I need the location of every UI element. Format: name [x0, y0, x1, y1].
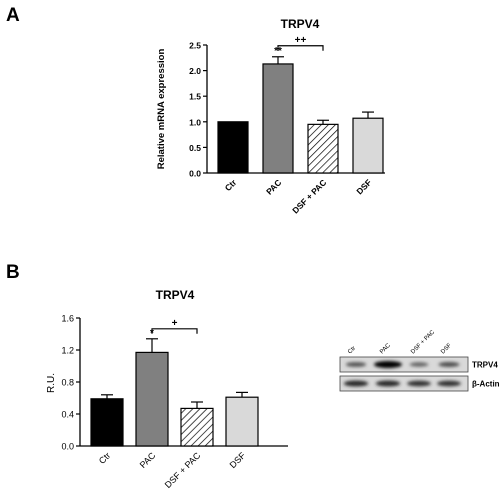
blot-band — [375, 380, 401, 387]
blot-band — [374, 361, 402, 368]
blot-band — [345, 362, 367, 367]
chart-b-y-axis-label: R.U. — [46, 373, 57, 393]
blot-row-label: β-Actin — [472, 380, 500, 389]
chart-b-bar — [90, 398, 124, 447]
chart-a-bar — [307, 123, 339, 174]
chart-a-comparison-bracket — [277, 45, 324, 51]
chart-panel-b: TRPV4 R.U. 0.0 0.4 0.8 1.2 1.6 Ctr PAC DSF + PA… — [46, 288, 288, 490]
blot-lane-label: Ctr — [347, 346, 357, 356]
panel-letter-a: A — [6, 5, 20, 26]
chart-b-category-label: PAC — [138, 450, 158, 470]
chart-b-bar — [180, 407, 214, 447]
chart-a-bar — [262, 63, 294, 174]
chart-b-y-tick-label: 0.4 — [61, 410, 74, 420]
blot-lane-label: DSF — [440, 342, 453, 355]
chart-a-y-tick-label: 1.0 — [189, 117, 201, 127]
blot-lane-label: DSF + PAC — [410, 329, 436, 355]
chart-b-comparison-bracket — [151, 328, 198, 334]
blot-band — [409, 362, 429, 367]
chart-a-category-label: DSF + PAC — [290, 177, 328, 215]
chart-a-significance-label: ** — [274, 46, 282, 57]
chart-b-y-tick-label: 0.8 — [61, 378, 74, 388]
western-blot: Ctr PAC DSF + PAC DSF TRPV4 β-Actin — [339, 329, 500, 392]
chart-a-y-tick-label: 0.5 — [189, 143, 201, 153]
chart-a-y-tick-label: 0.0 — [189, 169, 201, 179]
chart-a-y-tick-label: 2.5 — [189, 41, 201, 51]
chart-a-category-label: DSF — [354, 177, 373, 196]
chart-b-comparison-label: + — [172, 318, 178, 329]
chart-b-bar — [135, 351, 169, 447]
blot-row-label: TRPV4 — [472, 361, 498, 370]
chart-b-y-tick-label: 1.6 — [61, 314, 74, 324]
chart-b-bar — [225, 396, 259, 447]
panel-letter-b: B — [6, 262, 20, 283]
chart-panel-a: TRPV4 Relative mRNA expression 0.0 0.5 1.0… — [156, 17, 385, 216]
chart-b-category-label: Ctr — [97, 450, 113, 466]
chart-b-category-label: DSF — [228, 450, 248, 470]
chart-a-comparison-label: ++ — [295, 35, 307, 46]
chart-b-y-tick-label: 1.2 — [61, 346, 74, 356]
blot-band — [407, 380, 431, 387]
chart-a-title: TRPV4 — [281, 17, 320, 31]
chart-b-category-label: DSF + PAC — [163, 450, 203, 490]
chart-a-y-tick-label: 1.5 — [189, 92, 201, 102]
blot-band — [438, 362, 460, 367]
blot-band — [437, 380, 461, 387]
chart-a-category-label: Ctr — [223, 177, 239, 193]
chart-a-bar — [217, 121, 249, 174]
blot-strip — [339, 375, 469, 392]
chart-a-y-tick-label: 2.0 — [189, 66, 201, 76]
blot-lane-label: PAC — [379, 342, 392, 355]
chart-a-y-axis-label: Relative mRNA expression — [156, 49, 167, 170]
chart-b-y-tick-label: 0.0 — [61, 442, 74, 452]
chart-a-bar — [352, 117, 384, 174]
chart-b-title: TRPV4 — [156, 288, 195, 302]
chart-a-category-label: PAC — [264, 177, 283, 196]
blot-band — [343, 380, 369, 387]
blot-strip — [339, 356, 469, 373]
